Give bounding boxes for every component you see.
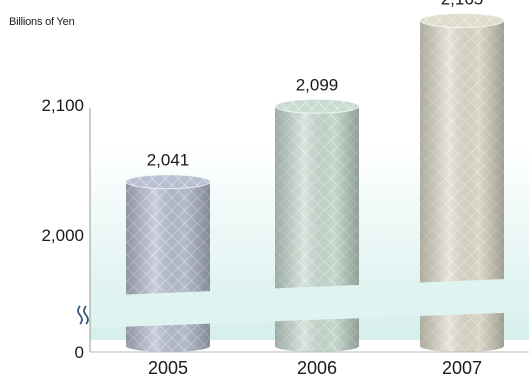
value-label-2007: 2,165 [441, 0, 484, 9]
bar-shading [126, 181, 210, 352]
axis-break-symbol [77, 305, 89, 325]
y-tick-label-2000: 2,000 [41, 226, 84, 245]
x-tick-label-2007: 2007 [442, 358, 482, 378]
bar-shading [420, 20, 504, 352]
value-label-2005: 2,041 [147, 151, 190, 170]
bar-top-pattern [420, 13, 504, 28]
x-tick-label-2006: 2006 [297, 358, 337, 378]
bar-top-pattern [126, 174, 210, 189]
bar-2007 [419, 13, 505, 352]
value-label-2006: 2,099 [296, 75, 339, 94]
y-tick-label-0: 0 [75, 343, 84, 362]
axis-break-band [90, 278, 529, 328]
y-tick-label-2100: 2,100 [41, 96, 84, 115]
x-tick-label-2005: 2005 [148, 358, 188, 378]
bar-top-pattern [275, 99, 359, 114]
unit-label: Billions of Yen [9, 16, 75, 28]
